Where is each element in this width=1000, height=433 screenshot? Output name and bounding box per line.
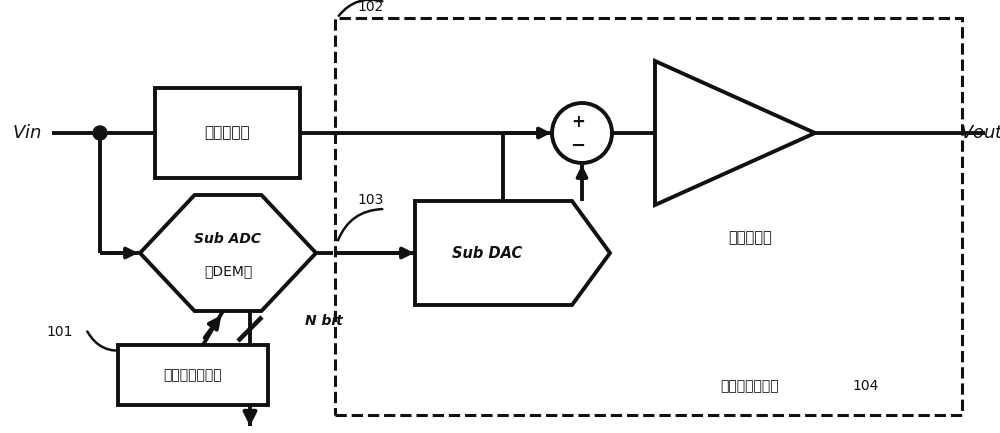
Text: Sub ADC: Sub ADC	[194, 232, 262, 246]
Text: −: −	[570, 137, 586, 155]
Text: 采样保持器: 采样保持器	[205, 126, 250, 140]
Polygon shape	[140, 195, 316, 311]
Text: $Vout$: $Vout$	[960, 124, 1000, 142]
Text: 余差放大器: 余差放大器	[728, 230, 772, 245]
Bar	[335, 18, 962, 415]
Text: 伪随机码生成器: 伪随机码生成器	[164, 368, 222, 382]
Circle shape	[93, 126, 107, 140]
Text: 102: 102	[357, 0, 383, 14]
Polygon shape	[415, 201, 610, 305]
Text: 乘法数模转换器: 乘法数模转换器	[721, 379, 779, 393]
Text: Sub DAC: Sub DAC	[452, 246, 522, 261]
Text: 103: 103	[357, 193, 383, 207]
Polygon shape	[655, 61, 815, 205]
Bar	[155, 88, 300, 178]
Text: N bit: N bit	[305, 314, 343, 328]
Text: 101: 101	[46, 325, 72, 339]
Text: +: +	[571, 113, 585, 131]
Text: （DEM）: （DEM）	[204, 264, 252, 278]
Circle shape	[552, 103, 612, 163]
Text: $Vin$: $Vin$	[12, 124, 42, 142]
Bar	[118, 345, 268, 405]
Text: 104: 104	[852, 379, 878, 393]
